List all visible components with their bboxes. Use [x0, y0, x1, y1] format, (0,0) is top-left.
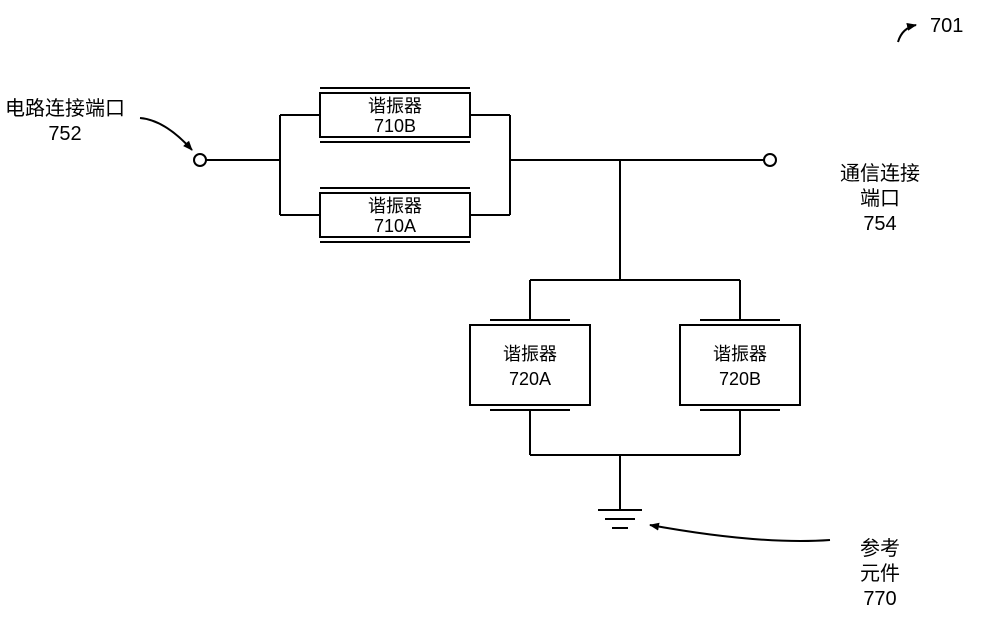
comm-port-label-line3: 754 [863, 213, 896, 235]
figure-ref-701: 701 [898, 15, 963, 42]
reference-element-label-group: 参考 元件 770 [650, 525, 900, 610]
circuit-port-label-line2: 752 [48, 123, 81, 145]
resonator-720b: 谐振器 720B [680, 320, 800, 410]
circuit-port-label-group: 电路连接端口 752 [5, 97, 192, 150]
resonator-720a-title: 谐振器 [503, 344, 557, 364]
comm-port-terminal [764, 154, 776, 166]
circuit-port-label-line1: 电路连接端口 [5, 97, 125, 120]
reference-element-label-line1: 参考 [860, 537, 900, 560]
comm-port-label-line2: 端口 [860, 187, 900, 210]
circuit-port-terminal [194, 154, 206, 166]
resonator-720b-ref: 720B [719, 369, 761, 389]
figure-ref-label: 701 [930, 15, 963, 37]
resonator-720b-title: 谐振器 [713, 344, 767, 364]
resonator-710a-title: 谐振器 [368, 196, 422, 216]
reference-element-label-line3: 770 [863, 588, 896, 610]
comm-port-label-group: 通信连接 端口 754 [840, 162, 920, 235]
resonator-710a-ref: 710A [374, 216, 416, 236]
resonator-720a-ref: 720A [509, 369, 551, 389]
circuit-diagram: 701 电路连接端口 752 谐振器 710B 谐振器 710A [0, 0, 1000, 623]
resonator-710b-title: 谐振器 [368, 96, 422, 116]
resonator-720a: 谐振器 720A [470, 320, 590, 410]
resonator-710a: 谐振器 710A [320, 188, 470, 242]
comm-port-label-line1: 通信连接 [840, 162, 920, 185]
ground-icon [598, 510, 642, 528]
resonator-710b-ref: 710B [374, 116, 416, 136]
resonator-710b: 谐振器 710B [320, 88, 470, 142]
reference-element-label-line2: 元件 [860, 562, 900, 585]
